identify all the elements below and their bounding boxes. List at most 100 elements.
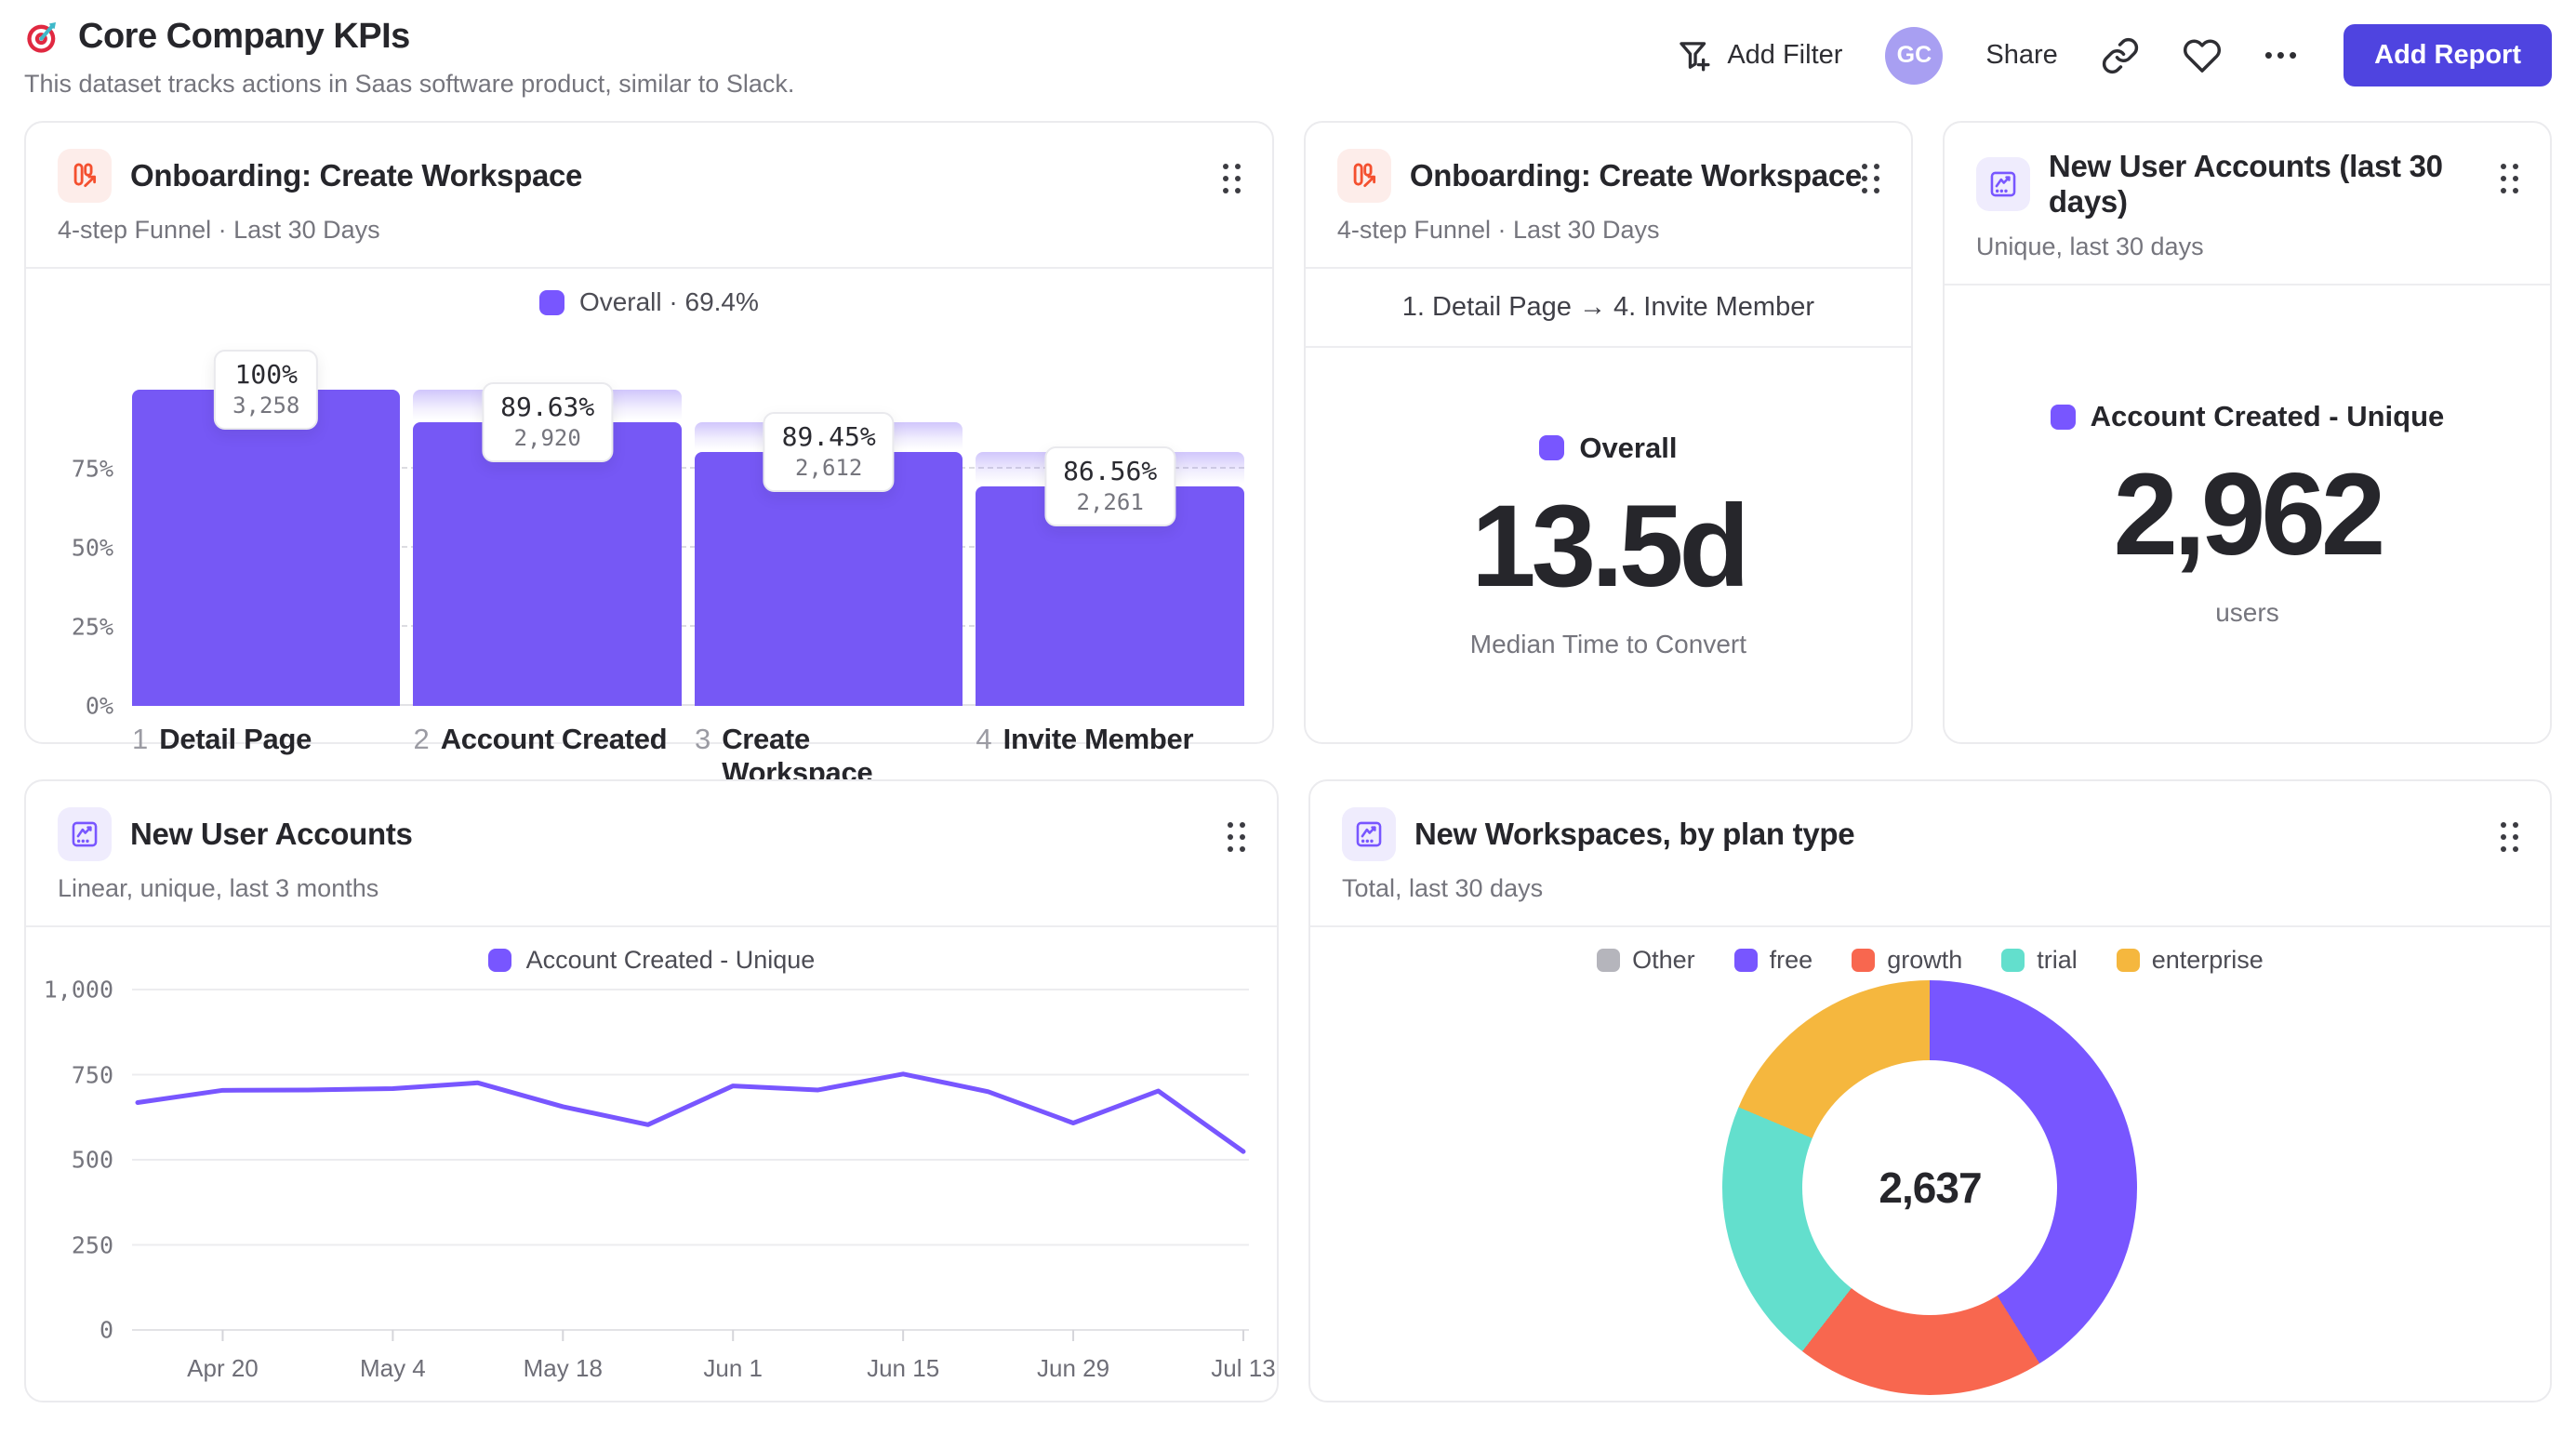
donut-legend: Other free growth trial enterprise (1310, 927, 2550, 975)
add-report-button[interactable]: Add Report (2344, 24, 2552, 86)
legend-item-growth[interactable]: growth (1852, 946, 1962, 975)
bar-value-label: 89.63% 2,920 (482, 382, 614, 463)
card-new-user-accounts-30d: New User Accounts (last 30 days) Unique,… (1942, 121, 2552, 744)
legend-item-enterprise[interactable]: enterprise (2116, 946, 2264, 975)
drag-handle-icon[interactable] (1861, 164, 1879, 193)
y-axis-tick-label: 25% (71, 613, 113, 641)
bar-count: 2,920 (513, 425, 581, 452)
x-axis-tick-label: Jun 1 (703, 1354, 764, 1382)
legend-swatch (487, 949, 511, 972)
funnel-step-labels: 1 Detail Page 2 Account Created 3 Create Work… (132, 706, 1244, 790)
add-filter-label: Add Filter (1727, 40, 1843, 70)
legend-swatch (1852, 949, 1876, 972)
metric-value: 13.5d (1471, 481, 1750, 611)
insights-chart-icon (1341, 807, 1396, 861)
funnel-step-label: 2 Account Created (413, 723, 681, 790)
insights-chart-icon (1975, 157, 2030, 211)
funnel-legend[interactable]: Overall · 69.4% (54, 269, 1244, 321)
funnel-chart[interactable]: 0% 25% 50% 75% 100% 3,258 89.63% 2,920 89.45% 2,6… (72, 326, 1244, 720)
x-axis-tick-label: Apr 20 (187, 1354, 259, 1382)
divider (26, 925, 1277, 927)
y-axis-tick-label: 0% (85, 692, 113, 720)
board-toolbar: Add Filter GC Share ••• Add Report (1675, 17, 2552, 86)
donut-center-total: 2,637 (1879, 1163, 1982, 1212)
funnel-bar-detail-page[interactable]: 100% 3,258 (132, 326, 401, 706)
legend-item-other[interactable]: Other (1597, 946, 1695, 975)
link-icon[interactable] (2101, 36, 2140, 75)
card-new-user-accounts-line: New User Accounts Linear, unique, last 3… (24, 779, 1279, 1402)
donut-chart[interactable]: 2,637 (1722, 980, 2138, 1395)
legend-label: trial (2037, 946, 2078, 974)
funnel-bars: 100% 3,258 89.63% 2,920 89.45% 2,612 86.56% 2,2… (132, 326, 1244, 706)
board-header: Core Company KPIs This dataset tracks ac… (24, 17, 2552, 99)
card-workspaces-by-plan: New Workspaces, by plan type Total, last… (1308, 779, 2552, 1402)
target-icon (27, 21, 57, 53)
bar-count: 2,612 (795, 455, 863, 482)
card-title: Onboarding: Create Workspace (1409, 158, 1862, 193)
legend-label: growth (1887, 946, 1963, 974)
step-number: 2 (413, 723, 430, 755)
y-axis-tick-label: 50% (71, 534, 113, 562)
drag-handle-icon[interactable] (2501, 164, 2518, 193)
heart-icon[interactable] (2183, 36, 2222, 75)
share-button[interactable]: Share (1985, 40, 2057, 71)
y-axis-tick-label: 250 (71, 1231, 113, 1258)
funnel-chart-icon (1336, 149, 1391, 203)
filter-plus-icon (1680, 41, 1710, 72)
insights-chart-icon (58, 807, 112, 861)
legend-label: free (1769, 946, 1813, 974)
metric-caption: Median Time to Convert (1469, 629, 1747, 658)
page-subtitle: This dataset tracks actions in Saas soft… (24, 70, 795, 98)
divider (1305, 267, 1911, 269)
x-axis-tick-label: Jul 13 (1211, 1354, 1276, 1382)
funnel-step-label: 4 Invite Member (976, 723, 1243, 790)
metric-caption: users (2215, 598, 2279, 627)
y-axis-tick-label: 500 (71, 1146, 113, 1174)
line-series[interactable] (135, 1071, 1246, 1154)
card-title: New User Accounts (last 30 days) (2048, 149, 2443, 219)
drag-handle-icon[interactable] (1227, 822, 1245, 852)
y-axis-tick-label: 75% (71, 455, 113, 483)
divider (1309, 925, 2550, 927)
legend-item-free[interactable]: free (1733, 946, 1813, 975)
funnel-bar-create-workspace[interactable]: 89.45% 2,612 (694, 326, 963, 706)
card-time-to-convert: Onboarding: Create Workspace 4-step Funn… (1303, 121, 1913, 744)
step-number: 3 (694, 723, 711, 755)
x-axis-baseline (132, 704, 1244, 706)
line-legend[interactable]: Account Created - Unique (54, 927, 1249, 978)
card-title: New User Accounts (130, 817, 413, 851)
legend-swatch (538, 289, 564, 315)
y-axis-tick-label: 750 (71, 1061, 113, 1088)
dashboard-page: Core Company KPIs This dataset tracks ac… (24, 17, 2552, 1402)
board-title-block: Core Company KPIs This dataset tracks ac… (24, 17, 794, 99)
bar-fill[interactable] (132, 390, 401, 706)
bar-value-label: 100% 3,258 (214, 350, 319, 430)
legend-swatch (2050, 404, 2076, 430)
ellipsis-menu-button[interactable]: ••• (2264, 41, 2302, 69)
line-chart[interactable]: 0 250 500 750 1,000 (44, 977, 1249, 1345)
gridline (132, 546, 1244, 548)
add-filter-button[interactable]: Add Filter (1675, 36, 1842, 75)
metric-legend[interactable]: Overall (1539, 432, 1677, 465)
drag-handle-icon[interactable] (2501, 822, 2518, 852)
step-name: Account Created (440, 723, 668, 755)
funnel-bar-account-created[interactable]: 89.63% 2,920 (413, 326, 682, 706)
funnel-bar-invite-member[interactable]: 86.56% 2,261 (976, 326, 1244, 706)
legend-item-trial[interactable]: trial (2001, 946, 2078, 975)
bar-value-label: 89.45% 2,612 (763, 412, 895, 493)
step-number: 4 (976, 723, 992, 755)
step-name: Invite Member (1003, 723, 1194, 755)
bar-fill[interactable] (694, 452, 963, 706)
card-title: Onboarding: Create Workspace (130, 158, 583, 193)
user-avatar[interactable]: GC (1885, 26, 1944, 85)
step-number: 1 (132, 723, 149, 755)
card-subtitle: 4-step Funnel · Last 30 Days (58, 216, 380, 244)
share-label: Share (1985, 40, 2058, 70)
metric-legend[interactable]: Account Created - Unique (2050, 400, 2444, 433)
y-axis-tick-label: 0 (99, 1316, 113, 1344)
drag-handle-icon[interactable] (1222, 164, 1241, 193)
bar-pct: 89.45% (781, 421, 876, 453)
card-onboarding-funnel: Onboarding: Create Workspace 4-step Funn… (24, 121, 1274, 789)
bar-fill[interactable] (413, 422, 682, 706)
legend-swatch (1733, 949, 1758, 972)
